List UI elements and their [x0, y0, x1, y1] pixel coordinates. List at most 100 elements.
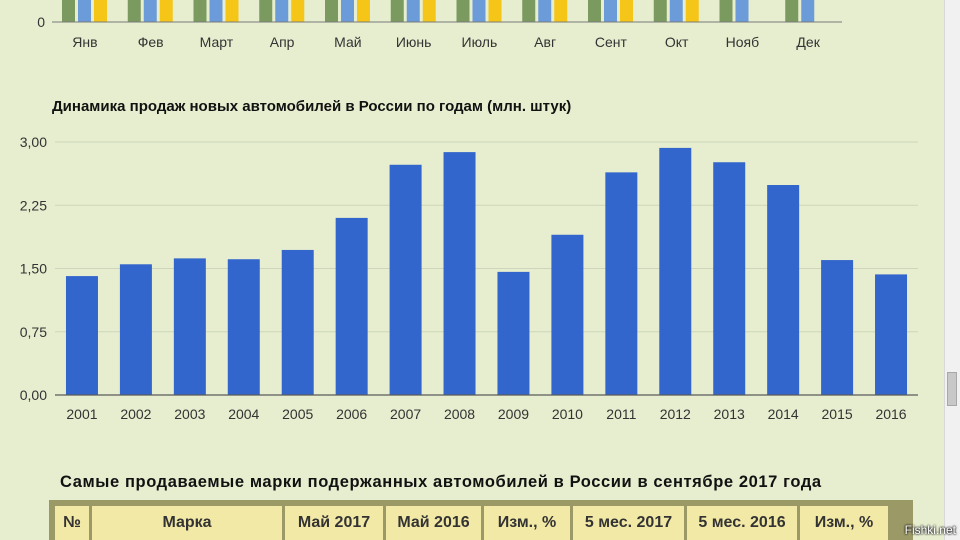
- month-label: Июль: [462, 34, 498, 50]
- month-labels: Янв Фев Март Апр Май Июнь Июль Авг Сент Окт Нояб Де…: [72, 34, 820, 50]
- monthly-bar: [588, 0, 601, 22]
- monthly-bar: [406, 0, 420, 22]
- monthly-bar: [685, 0, 699, 22]
- used-cars-table-container: № Марка Май 2017 Май 2016 Изм., % 5 мес.…: [49, 500, 913, 540]
- monthly-bar: [209, 0, 223, 22]
- monthly-bar: [604, 0, 617, 22]
- x-tick-label: 2003: [174, 406, 205, 422]
- month-label: Авг: [534, 34, 556, 50]
- monthly-bar: [472, 0, 486, 22]
- monthly-bar: [456, 0, 470, 22]
- monthly-bar: [653, 0, 667, 22]
- bar-2013: [713, 162, 746, 395]
- yearly-bars: [65, 147, 908, 395]
- used-cars-table: № Марка Май 2017 Май 2016 Изм., % 5 мес.…: [52, 503, 891, 540]
- month-label: Июнь: [396, 34, 432, 50]
- x-tick-label: 2014: [768, 406, 799, 422]
- x-tick-label: 2005: [282, 406, 313, 422]
- x-tick-label: 2012: [660, 406, 691, 422]
- bar-2010: [551, 234, 584, 395]
- month-label: Март: [200, 34, 234, 50]
- y-tick-label: 2,25: [20, 197, 47, 213]
- monthly-bar: [127, 0, 141, 22]
- monthly-bar: [341, 0, 354, 22]
- header-5m-2016: 5 мес. 2016: [687, 506, 797, 540]
- monthly-bar: [538, 0, 552, 22]
- x-tick-label: 2001: [66, 406, 97, 422]
- x-tick-label: 2008: [444, 406, 475, 422]
- monthly-bar: [488, 0, 502, 22]
- bar-2004: [227, 259, 260, 395]
- monthly-bar: [735, 0, 749, 22]
- month-label: Фев: [138, 34, 164, 50]
- monthly-bar: [554, 0, 568, 22]
- table-title: Самые продаваемые марки подержанных авто…: [60, 473, 822, 491]
- monthly-bar: [390, 0, 404, 22]
- header-brand: Марка: [92, 506, 282, 540]
- x-tick-label: 2013: [714, 406, 745, 422]
- month-label: Сент: [595, 34, 628, 50]
- header-may-2017: Май 2017: [285, 506, 383, 540]
- monthly-bar: [159, 0, 173, 22]
- bar-2016: [875, 274, 908, 395]
- monthly-bar: [785, 0, 799, 22]
- bar-2001: [65, 276, 98, 395]
- bar-2011: [605, 172, 638, 395]
- x-tick-label: 2015: [822, 406, 853, 422]
- x-tick-label: 2006: [336, 406, 367, 422]
- y-tick-label: 1,50: [20, 261, 47, 277]
- monthly-bar: [325, 0, 338, 22]
- monthly-bars: [62, 0, 815, 22]
- monthly-bar: [522, 0, 536, 22]
- yearly-sales-chart: Динамика продаж новых автомобилей в Росс…: [20, 98, 918, 422]
- month-label: Окт: [665, 34, 689, 50]
- monthly-bar: [143, 0, 157, 22]
- month-label: Янв: [72, 34, 97, 50]
- monthly-bar: [719, 0, 733, 22]
- header-number: №: [55, 506, 89, 540]
- bar-2012: [659, 147, 692, 395]
- bar-2006: [335, 217, 368, 395]
- bar-2005: [281, 249, 314, 395]
- month-label: Нояб: [726, 34, 760, 50]
- monthly-bar: [275, 0, 289, 22]
- y-tick-label: 0,75: [20, 324, 47, 340]
- bar-2007: [389, 164, 422, 395]
- header-may-2016: Май 2016: [386, 506, 481, 540]
- chart-title: Динамика продаж новых автомобилей в Росс…: [52, 98, 571, 115]
- watermark: Fishki.net: [904, 523, 956, 537]
- monthly-bar: [620, 0, 633, 22]
- monthly-sales-chart-fragment: 0 Янв Фев Март Апр Май Июнь Июль Авг Сент Окт Нояб…: [37, 0, 842, 50]
- x-axis-labels: 2001 2002 2003 2004 2005 2006 2007 2008 2009 2010…: [66, 406, 906, 422]
- monthly-bar: [259, 0, 273, 22]
- monthly-bar: [422, 0, 436, 22]
- month-label: Дек: [796, 34, 820, 50]
- monthly-bar: [291, 0, 305, 22]
- header-5m-2017: 5 мес. 2017: [573, 506, 684, 540]
- monthly-bar: [225, 0, 239, 22]
- monthly-bar: [669, 0, 683, 22]
- month-label: Май: [334, 34, 361, 50]
- x-tick-label: 2011: [606, 406, 636, 422]
- monthly-bar: [801, 0, 815, 22]
- monthly-bar: [94, 0, 107, 22]
- bar-2009: [497, 271, 530, 395]
- vertical-scrollbar[interactable]: [944, 0, 960, 540]
- month-label: Апр: [270, 34, 295, 50]
- bar-2003: [173, 258, 206, 395]
- bar-2015: [821, 260, 854, 395]
- monthly-bar: [193, 0, 207, 22]
- scrollbar-thumb[interactable]: [947, 372, 957, 406]
- bar-2008: [443, 152, 476, 395]
- x-tick-label: 2002: [120, 406, 151, 422]
- y-axis-ticks: 0,00 0,75 1,50 2,25 3,00: [20, 134, 47, 403]
- x-tick-label: 2004: [228, 406, 259, 422]
- monthly-bar: [62, 0, 75, 22]
- monthly-zero-label: 0: [37, 14, 45, 30]
- bar-2014: [767, 185, 800, 395]
- y-tick-label: 3,00: [20, 134, 47, 150]
- x-tick-label: 2009: [498, 406, 529, 422]
- monthly-bar: [357, 0, 370, 22]
- y-tick-label: 0,00: [20, 387, 47, 403]
- monthly-bar: [78, 0, 91, 22]
